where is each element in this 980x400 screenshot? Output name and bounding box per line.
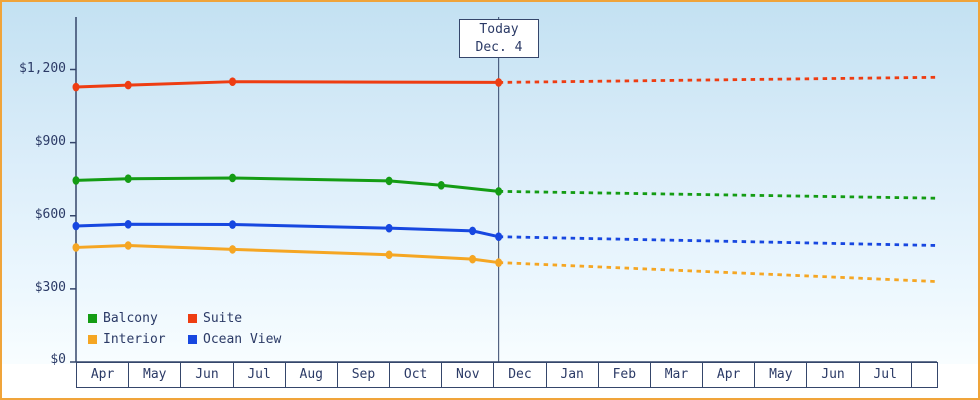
x-axis: Apr May Jun Jul Aug Sep Oct Nov Dec Jan … <box>76 362 938 388</box>
interior-color-swatch <box>88 335 97 344</box>
legend-label: Ocean View <box>203 332 282 347</box>
x-axis-month: Nov <box>442 363 495 387</box>
x-axis-month: May <box>129 363 182 387</box>
y-axis-label: $1,200 <box>19 61 66 76</box>
ocean-view-color-swatch <box>188 335 197 344</box>
x-axis-month: May <box>755 363 808 387</box>
x-axis-month: Jul <box>860 363 912 387</box>
chart-gradient-background <box>2 2 978 364</box>
legend-item-suite[interactable]: Suite <box>188 311 281 326</box>
legend-label: Balcony <box>103 311 158 326</box>
x-axis-month: Mar <box>651 363 704 387</box>
legend-label: Suite <box>203 311 243 326</box>
balcony-color-swatch <box>88 314 97 323</box>
x-axis-month: Apr <box>703 363 756 387</box>
y-axis-label: $900 <box>34 134 66 149</box>
y-axis-label: $600 <box>34 207 66 222</box>
today-label-line2: Dec. 4 <box>475 40 523 55</box>
legend: Balcony Suite Interior Ocean View <box>88 311 281 347</box>
x-axis-month: Jan <box>547 363 599 387</box>
x-axis-filler-cell <box>912 363 937 387</box>
x-axis-month: Jun <box>807 363 860 387</box>
y-axis-label: $300 <box>34 280 66 295</box>
x-axis-month: Feb <box>599 363 651 387</box>
legend-item-ocean-view[interactable]: Ocean View <box>188 332 281 347</box>
x-axis-month: Apr <box>77 363 130 387</box>
legend-item-balcony[interactable]: Balcony <box>88 311 188 326</box>
today-label-line1: Today <box>479 22 519 37</box>
x-axis-month: Aug <box>286 363 338 387</box>
x-axis-month: Sep <box>338 363 391 387</box>
x-axis-month: Jul <box>234 363 286 387</box>
suite-color-swatch <box>188 314 197 323</box>
y-axis-label: $0 <box>50 352 66 367</box>
x-axis-month: Jun <box>181 363 234 387</box>
x-axis-month: Oct <box>390 363 443 387</box>
x-axis-month: Dec <box>494 363 547 387</box>
legend-item-interior[interactable]: Interior <box>88 332 188 347</box>
legend-label: Interior <box>103 332 166 347</box>
today-marker-label: Today Dec. 4 <box>459 19 539 58</box>
